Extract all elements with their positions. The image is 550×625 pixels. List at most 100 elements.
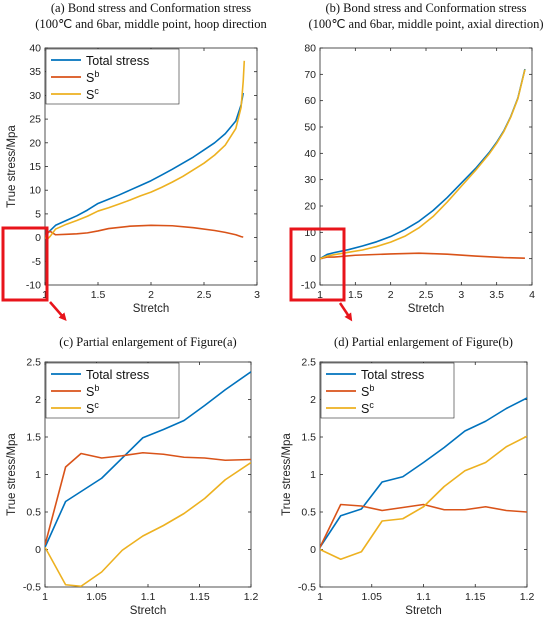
x-tick-label: 2 [148,289,154,301]
y-tick-label: 2.5 [26,357,41,369]
y-tick-label: 10 [29,185,41,197]
plot-area-b [319,47,533,286]
y-tick-label: 0.5 [26,507,41,519]
series-line-sc-a [45,60,246,241]
y-tick-label: 1.5 [26,432,41,444]
x-tick-label: 1 [42,289,48,301]
panel-d-caption: (d) Partial enlargement of Figure(b) [334,335,513,349]
x-tick-label: 3.5 [489,289,504,301]
panel-d: (d) Partial enlargement of Figure(b) 1 1.0… [281,335,534,617]
series-group-b [320,68,526,260]
y-tick-label: 2 [35,394,41,406]
legend-superscript: b [369,383,374,393]
legend-superscript: c [94,86,99,96]
series-group-a [45,60,246,241]
x-tick-label: 1.2 [244,591,259,603]
x-tick-label: 1.1 [141,591,156,603]
y-tick-label: 30 [29,90,41,102]
legend-label-sc: Sc [361,400,374,416]
legend-name: S [361,385,369,399]
legend-name: S [86,385,94,399]
y-tick-label: 15 [29,161,41,173]
legend-label-sc: Sc [86,400,99,416]
y-tick-label: 20 [29,137,41,149]
x-tick-label: 2 [388,289,394,301]
series-group-c [45,371,251,587]
series-line-total-d [320,397,527,548]
y-tick-label: -5 [32,256,41,268]
x-tick-label: 4 [529,289,535,301]
highlight-arrow-a [49,301,67,322]
series-line-sb-a [45,224,244,238]
x-tick-label: 3 [458,289,464,301]
y-tick-label: 0 [310,544,316,556]
panel-a-caption-line2: (100℃ and 6bar, middle point, hoop direc… [35,17,267,31]
legend-name: S [86,88,94,102]
y-tick-label: 2 [310,394,316,406]
legend-label-total: Total stress [361,368,424,382]
y-tick-label: 20 [304,201,316,213]
x-tick-label: 1 [42,591,48,603]
legend-name: Total stress [86,368,149,382]
x-tick-label: 1.2 [520,591,535,603]
y-tick-label: 1 [35,469,41,481]
legend-name: S [86,71,94,85]
panel-b: (b) Bond stress and Conformation stress (… [301,1,544,315]
x-tick-label: 1.5 [91,289,106,301]
y-tick-label: 35 [29,66,41,78]
highlight-arrow-b [338,302,353,322]
x-axis-label-c: Stretch [130,605,166,617]
legend-superscript: c [369,400,374,410]
y-tick-label: 1 [310,469,316,481]
legend-superscript: b [94,69,99,79]
x-tick-label: 1.05 [86,591,107,603]
y-tick-label: -10 [26,280,41,292]
x-axis-label-d: Stretch [405,605,441,617]
y-axis-label-a: True stress/Mpa [6,125,18,208]
legend-name: S [361,402,369,416]
x-tick-label: 1 [317,289,323,301]
series-line-sb-c [45,451,251,546]
y-tick-label: 50 [304,122,316,134]
panel-b-caption-line2: (100℃ and 6bar, middle point, axial dire… [308,17,543,31]
y-tick-label: 60 [304,95,316,107]
highlight-box-a [1,226,49,302]
x-tick-label: 2.5 [419,289,434,301]
y-tick-label: 0.5 [301,507,316,519]
legend-label-sc: Sc [86,86,99,102]
y-tick-label: 10 [304,227,316,239]
x-tick-label: 2.5 [197,289,212,301]
x-tick-label: 1.05 [362,591,383,603]
series-line-sc-c [45,461,251,587]
panel-a-caption: (a) Bond stress and Conformation stress [51,1,251,15]
y-tick-label: 0 [35,544,41,556]
x-axis-label-a: Stretch [133,303,169,315]
legend-label-sb: Sb [86,383,99,399]
panel-c: (c) Partial enlargement of Figure(a) 1 1.0… [6,335,258,617]
series-line-sc-b [320,69,526,260]
x-tick-label: 1.1 [416,591,431,603]
legend-label-total: Total stress [86,54,149,68]
legend-label-total: Total stress [86,368,149,382]
series-line-sb-b [320,252,525,260]
y-axis-label-c: True stress/Mpa [6,433,18,516]
y-tick-label: 30 [304,174,316,186]
legend-superscript: b [94,383,99,393]
series-group-d [320,397,527,561]
legend-name: Total stress [86,54,149,68]
x-tick-label: 3 [254,289,260,301]
x-tick-label: 1 [317,591,323,603]
highlight-box-b [289,227,346,302]
legend-name: Total stress [361,368,424,382]
y-tick-label: 25 [29,114,41,126]
series-line-total-a [45,92,245,238]
y-tick-label: 5 [35,208,41,220]
y-axis-label-d: True stress/Mpa [281,433,293,516]
y-tick-label: -10 [301,280,316,292]
x-axis-label-b: Stretch [408,303,444,315]
panels: (a) Bond stress and Conformation stress (… [6,1,544,617]
